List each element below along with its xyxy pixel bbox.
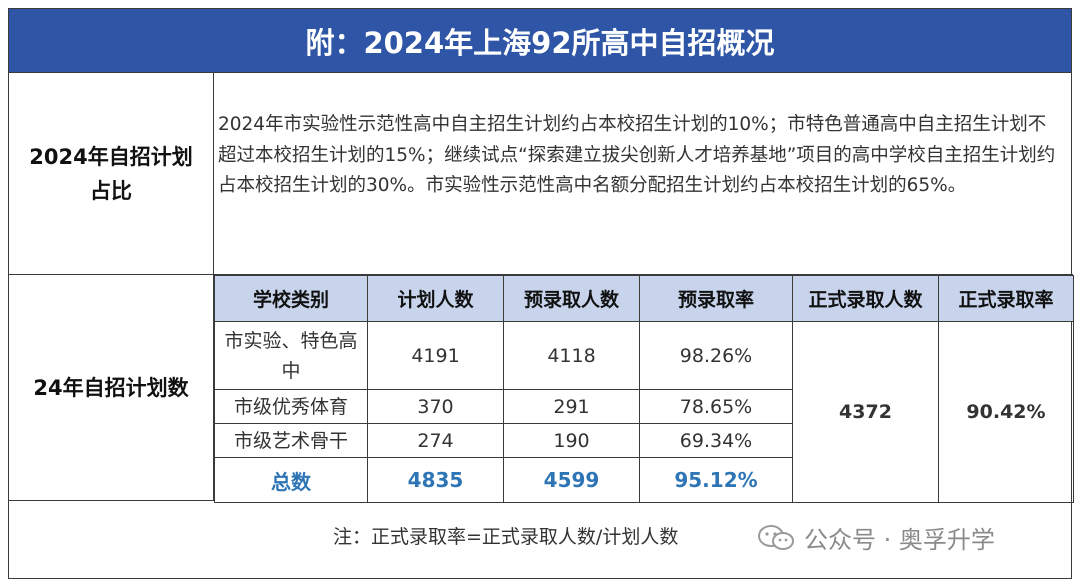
header-planned: 计划人数 <box>367 275 504 322</box>
watermark: 公众号 · 奥孚升学 <box>756 520 995 555</box>
formal-admitted-cell: 4372 <box>792 321 939 503</box>
header-pre-rate: 预录取率 <box>639 275 793 322</box>
formal-rate-cell: 90.42% <box>938 321 1074 503</box>
page-title: 附：2024年上海92所高中自招概况 <box>9 9 1071 73</box>
ratio-label-text: 2024年自招计划占比 <box>29 144 193 203</box>
plan-section-label: 24年自招计划数 <box>9 275 214 501</box>
planned-cell: 274 <box>367 423 504 458</box>
admission-plan-table: 学校类别 计划人数 预录取人数 预录取率 正式录取人数 正式录取率 市实验、特色… <box>214 275 1074 503</box>
table-row: 市级艺术骨干 274 190 69.34% <box>214 423 1074 458</box>
ratio-section-label: 2024年自招计划占比 <box>9 73 214 275</box>
total-label: 总数 <box>214 457 368 503</box>
ratio-section-text: 2024年市实验性示范性高中自主招生计划约占本校招生计划的10%；市特色普通高中… <box>214 73 1073 275</box>
table-row: 市级优秀体育 370 291 78.65% <box>214 389 1074 424</box>
total-row: 总数 4835 4599 95.12% <box>214 457 1074 503</box>
category-text: 市实验、特色高中 <box>224 329 358 382</box>
planned-cell: 370 <box>367 389 504 424</box>
category-cell: 市实验、特色高中 <box>214 321 368 390</box>
pre-rate-cell: 78.65% <box>639 389 793 424</box>
pre-rate-cell: 69.34% <box>639 423 793 458</box>
header-category: 学校类别 <box>214 275 368 322</box>
footnote: 注：正式录取率=正式录取人数/计划人数 <box>333 526 679 548</box>
table-header-row: 学校类别 计划人数 预录取人数 预录取率 正式录取人数 正式录取率 <box>214 275 1074 322</box>
total-pre-rate: 95.12% <box>639 457 793 503</box>
overview-table-frame: 附：2024年上海92所高中自招概况 2024年自招计划占比 2024年市实验性… <box>8 8 1074 579</box>
pre-admitted-cell: 291 <box>503 389 640 424</box>
pre-admitted-cell: 190 <box>503 423 640 458</box>
header-pre-admitted: 预录取人数 <box>503 275 640 322</box>
watermark-text: 公众号 · 奥孚升学 <box>804 526 995 554</box>
table-row: 市实验、特色高中 4191 4118 98.26% 4372 90.42% <box>214 321 1074 503</box>
header-formal-admitted: 正式录取人数 <box>792 275 939 322</box>
total-pre-admitted: 4599 <box>503 457 640 503</box>
pre-rate-cell: 98.26% <box>639 321 793 390</box>
wechat-icon <box>758 524 794 550</box>
total-planned: 4835 <box>367 457 504 503</box>
pre-admitted-cell: 4118 <box>503 321 640 390</box>
category-cell: 市级艺术骨干 <box>214 423 368 458</box>
category-cell: 市级优秀体育 <box>214 389 368 424</box>
planned-cell: 4191 <box>367 321 504 390</box>
header-formal-rate: 正式录取率 <box>938 275 1074 322</box>
